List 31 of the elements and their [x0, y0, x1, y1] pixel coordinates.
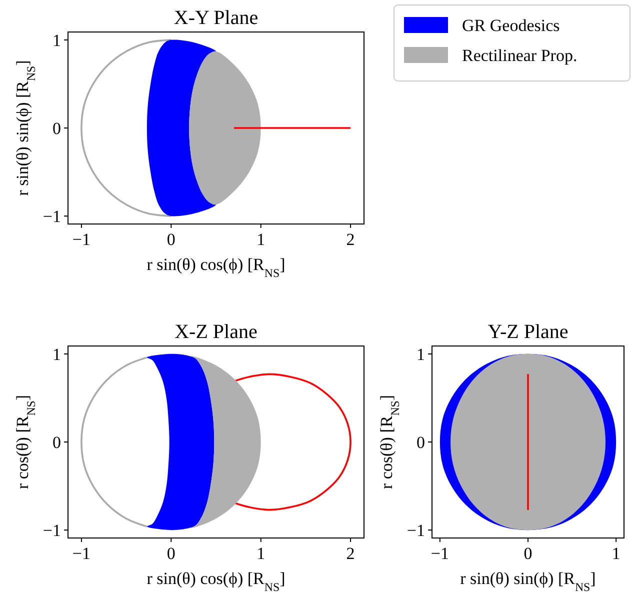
y-tick-label: 1 — [416, 344, 425, 364]
x-axis-title: r sin(θ) cos(ϕ) [R$_{NS}$] — [146, 569, 286, 594]
y-tick-label: 0 — [52, 433, 61, 452]
y-tick-label: −1 — [42, 521, 61, 540]
x-tick-label: 1 — [256, 230, 266, 249]
x-axis-title: r sin(θ) cos(ϕ) [R$_{NS}$] — [146, 255, 286, 280]
x-tick-label: −1 — [72, 230, 90, 249]
x-tick-label: 1 — [612, 544, 620, 563]
x-tick-label: 2 — [346, 544, 355, 563]
x-tick-label: 0 — [166, 544, 176, 563]
legend-label: Rectilinear Prop. — [462, 46, 578, 65]
x-tick-label: −1 — [72, 544, 90, 563]
chart-title: Y-Z Plane — [488, 321, 568, 343]
y-tick-label: 1 — [52, 344, 61, 364]
legend-label: GR Geodesics — [462, 16, 560, 35]
y-tick-label: 0 — [416, 433, 425, 452]
y-tick-label: −1 — [42, 207, 61, 226]
x-tick-label: 1 — [256, 544, 266, 563]
line-series — [80, 356, 148, 528]
y-tick-label: 1 — [52, 30, 61, 50]
x-tick-label: −1 — [430, 544, 449, 563]
x-tick-label: 0 — [166, 230, 176, 249]
y-tick-label: −1 — [406, 521, 425, 540]
y-tick-label: 0 — [52, 119, 61, 138]
x-tick-label: 0 — [524, 544, 532, 563]
line-series — [80, 39, 172, 217]
line-series — [233, 373, 352, 511]
chart-title: X-Z Plane — [174, 321, 258, 343]
chart-title: X-Y Plane — [174, 7, 258, 29]
x-axis-title: r sin(θ) sin(ϕ) [R$_{NS}$] — [460, 569, 596, 594]
x-tick-label: 2 — [346, 230, 355, 249]
